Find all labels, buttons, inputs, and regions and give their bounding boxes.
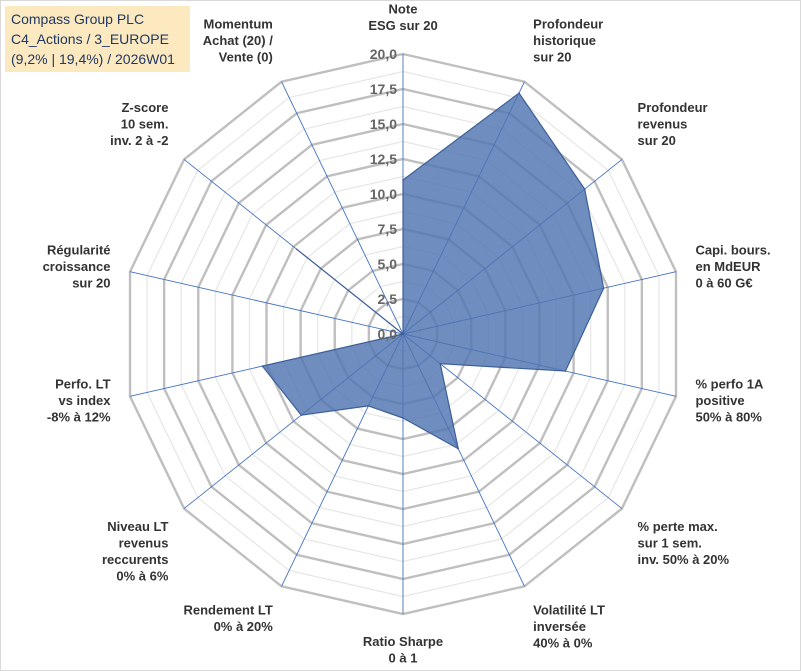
data-point-11: [261, 365, 264, 367]
title-stats: (9,2% | 19,4%) / 2026W01: [11, 51, 175, 67]
axis-label-line: vs index: [58, 393, 111, 408]
axis-label-8: Ratio Sharpe 0 à 1: [363, 634, 443, 666]
data-point-8: [402, 417, 404, 419]
axis-label-line: 0 à 60 G€: [695, 276, 752, 291]
axis-label-9: Rendement LT 0% à 20%: [184, 602, 274, 634]
axis-label-1: Note ESG sur 20: [368, 2, 437, 34]
axis-label-4: Capi. bours. en MdEUR 0 à 60 G€: [695, 243, 770, 291]
axis-label-line: Profondeur: [533, 17, 603, 32]
axis-spoke-12: [129, 271, 404, 335]
axis-label-line: 40% à 0%: [533, 635, 593, 650]
title-category: C4_Actions / 3_EUROPE: [11, 31, 169, 47]
data-point-9: [367, 405, 370, 407]
data-point-5: [564, 370, 567, 372]
axis-label-12: Régularité croissance sur 20: [43, 243, 111, 291]
data-point-2: [518, 92, 520, 94]
data-point-7: [457, 447, 460, 450]
axis-label-line: Z-score: [121, 100, 168, 115]
axis-spoke-14: [281, 81, 404, 335]
axis-label-line: revenus: [119, 536, 169, 551]
axis-label-line: Niveau LT: [107, 519, 168, 534]
axis-label-line: Profondeur: [638, 100, 708, 115]
axis-label-line: Achat (20) /: [203, 33, 273, 48]
tick-label: 12,5: [370, 151, 397, 167]
data-point-13: [296, 248, 298, 251]
tick-label: 20,0: [370, 46, 397, 62]
axis-label-line: sur 20: [72, 276, 110, 291]
axis-label-line: Capi. bours.: [695, 243, 770, 258]
axis-label-line: Rendement LT: [184, 602, 273, 617]
axis-label-5: % perfo 1A positive 50% à 80%: [695, 376, 764, 424]
axis-label-7: Volatilité LT inversée 40% à 0%: [533, 602, 605, 650]
axis-label-13: Z-score 10 sem. inv. 2 à -2: [110, 100, 168, 148]
axis-label-10: Niveau LT revenus reccurents 0% à 6%: [102, 519, 169, 584]
axis-label-line: Ratio Sharpe: [363, 634, 443, 649]
tick-label: 17,5: [370, 81, 397, 97]
axis-label-line: 0% à 20%: [214, 619, 274, 634]
axis-label-line: 10 sem.: [121, 116, 169, 131]
tick-label: 7,5: [378, 221, 398, 237]
tick-label: 0,0: [378, 326, 398, 342]
data-series-area: [261, 92, 605, 450]
axis-label-line: en MdEUR: [695, 259, 761, 274]
axis-label-line: inv. 50% à 20%: [638, 552, 730, 567]
axis-label-line: Vente (0): [219, 50, 273, 65]
axis-label-line: inv. 2 à -2: [110, 133, 168, 148]
axis-label-line: 50% à 80%: [695, 409, 762, 424]
axis-label-line: 0% à 6%: [116, 569, 168, 584]
axis-label-line: reccurents: [102, 552, 168, 567]
axis-label-6: % perte max. sur 1 sem. inv. 50% à 20%: [638, 519, 730, 567]
axis-label-line: Momentum: [203, 17, 272, 32]
axis-label-line: -8% à 12%: [47, 409, 111, 424]
tick-label: 10,0: [370, 186, 397, 202]
axis-label-14: Momentum Achat (20) / Vente (0): [203, 17, 273, 65]
axis-label-line: inversée: [533, 619, 586, 634]
data-point-6: [439, 362, 442, 365]
axis-label-line: croissance: [43, 259, 111, 274]
data-point-4: [602, 287, 605, 290]
axis-label-line: sur 1 sem.: [638, 536, 702, 551]
axis-label-11: Perfo. LT vs index -8% à 12%: [47, 376, 111, 424]
axis-label-line: Perfo. LT: [55, 376, 110, 391]
axis-label-line: Note: [389, 2, 418, 17]
tick-label: 2,5: [378, 291, 398, 307]
axis-label-line: sur 20: [533, 50, 571, 65]
axis-label-line: ESG sur 20: [368, 18, 437, 33]
data-point-14: [402, 333, 404, 335]
axis-label-line: historique: [533, 33, 596, 48]
axis-label-line: Régularité: [47, 243, 111, 258]
axis-label-line: Volatilité LT: [533, 602, 605, 617]
chart-title-box: Compass Group PLC C4_Actions / 3_EUROPE …: [5, 6, 190, 72]
data-point-1: [402, 179, 404, 181]
axis-label-2: Profondeur historique sur 20: [533, 17, 603, 65]
axis-label-line: revenus: [638, 116, 688, 131]
axis-label-line: 0 à 1: [389, 651, 418, 666]
title-company: Compass Group PLC: [11, 11, 145, 27]
axis-label-line: sur 20: [638, 133, 676, 148]
tick-label: 15,0: [370, 116, 397, 132]
data-point-3: [583, 188, 586, 190]
data-point-10: [300, 414, 303, 416]
axis-label-line: % perfo 1A: [695, 376, 764, 391]
axis-label-line: % perte max.: [638, 519, 718, 534]
tick-label: 5,0: [378, 256, 398, 272]
axis-label-3: Profondeur revenus sur 20: [638, 100, 708, 148]
axis-label-line: positive: [695, 393, 744, 408]
